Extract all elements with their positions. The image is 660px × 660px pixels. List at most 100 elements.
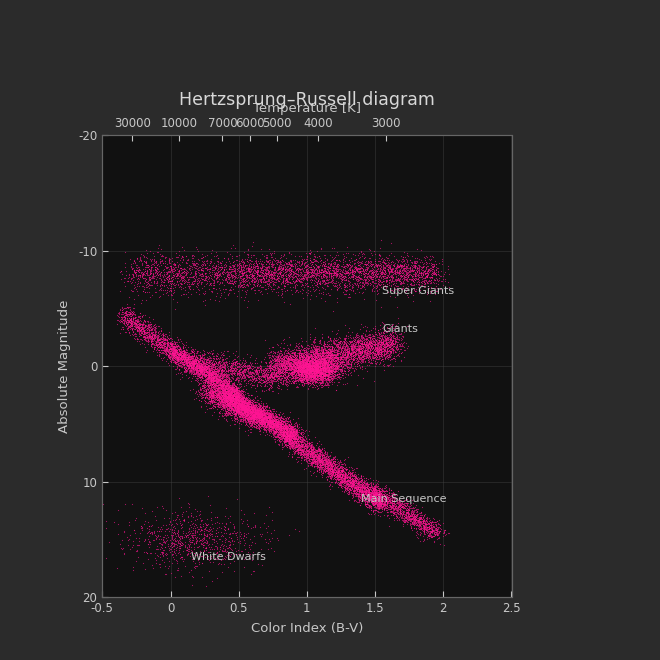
Point: [310, 360, 320, 371]
Point: [321, 355, 331, 366]
Point: [389, 265, 400, 275]
Point: [270, 369, 280, 380]
Point: [312, 265, 322, 275]
Point: [277, 360, 288, 371]
Point: [335, 473, 345, 484]
Point: [252, 409, 263, 420]
Point: [374, 496, 385, 506]
Point: [273, 272, 284, 282]
Point: [409, 504, 420, 515]
Point: [335, 341, 345, 352]
Point: [222, 376, 233, 387]
Point: [296, 348, 307, 358]
Point: [174, 265, 184, 276]
Point: [219, 522, 230, 533]
Point: [412, 269, 423, 279]
Point: [151, 265, 162, 276]
Point: [304, 373, 314, 383]
Point: [174, 271, 184, 281]
Point: [149, 260, 160, 271]
Point: [356, 274, 366, 284]
Point: [444, 269, 454, 279]
Point: [288, 267, 299, 278]
Point: [197, 542, 208, 552]
Point: [401, 499, 412, 510]
Point: [350, 346, 361, 356]
Point: [308, 363, 319, 374]
Point: [265, 365, 276, 376]
Point: [234, 362, 244, 373]
Point: [314, 352, 324, 363]
Point: [271, 428, 281, 438]
Point: [269, 356, 280, 366]
Point: [291, 440, 302, 450]
Point: [231, 364, 242, 375]
Point: [216, 390, 227, 401]
Point: [321, 370, 331, 380]
Point: [163, 347, 174, 358]
Point: [331, 469, 341, 479]
Point: [324, 346, 335, 357]
Point: [163, 350, 174, 360]
Point: [262, 361, 273, 372]
Point: [306, 442, 316, 452]
Point: [240, 401, 250, 412]
Point: [209, 282, 219, 293]
Point: [150, 331, 160, 341]
Point: [304, 366, 314, 377]
Point: [166, 343, 177, 353]
Point: [353, 482, 364, 493]
Point: [417, 275, 428, 286]
Point: [350, 490, 360, 501]
Point: [286, 358, 297, 369]
Point: [185, 354, 195, 364]
Point: [224, 558, 235, 568]
Point: [172, 269, 183, 279]
Point: [154, 280, 165, 290]
Point: [412, 515, 423, 525]
Point: [329, 455, 339, 466]
Point: [280, 269, 290, 280]
Point: [247, 420, 257, 430]
Point: [243, 416, 253, 426]
Point: [242, 393, 252, 403]
Point: [360, 325, 371, 335]
Point: [246, 282, 257, 293]
Point: [321, 358, 332, 368]
Point: [182, 342, 193, 352]
Point: [331, 339, 342, 349]
Point: [230, 370, 241, 380]
Point: [226, 253, 237, 263]
Point: [325, 469, 335, 480]
Point: [362, 268, 373, 279]
Point: [388, 323, 399, 333]
Point: [379, 499, 389, 510]
Point: [316, 360, 327, 370]
Point: [214, 376, 224, 387]
Point: [289, 357, 300, 368]
Point: [205, 387, 215, 398]
Point: [209, 352, 219, 363]
Point: [293, 352, 304, 363]
Point: [314, 354, 324, 364]
Point: [432, 525, 442, 535]
Point: [402, 508, 412, 518]
Point: [286, 368, 296, 379]
Point: [378, 337, 389, 347]
Point: [292, 420, 302, 431]
Point: [258, 412, 269, 423]
Point: [315, 374, 325, 385]
Point: [205, 279, 215, 289]
Point: [222, 359, 232, 370]
Point: [232, 416, 242, 426]
Point: [304, 364, 315, 374]
Point: [222, 393, 232, 404]
Point: [354, 496, 364, 507]
Point: [214, 558, 225, 568]
Point: [273, 263, 284, 273]
Point: [154, 337, 164, 347]
Point: [307, 455, 317, 465]
Point: [411, 504, 422, 515]
Point: [339, 268, 349, 279]
Point: [145, 292, 155, 302]
